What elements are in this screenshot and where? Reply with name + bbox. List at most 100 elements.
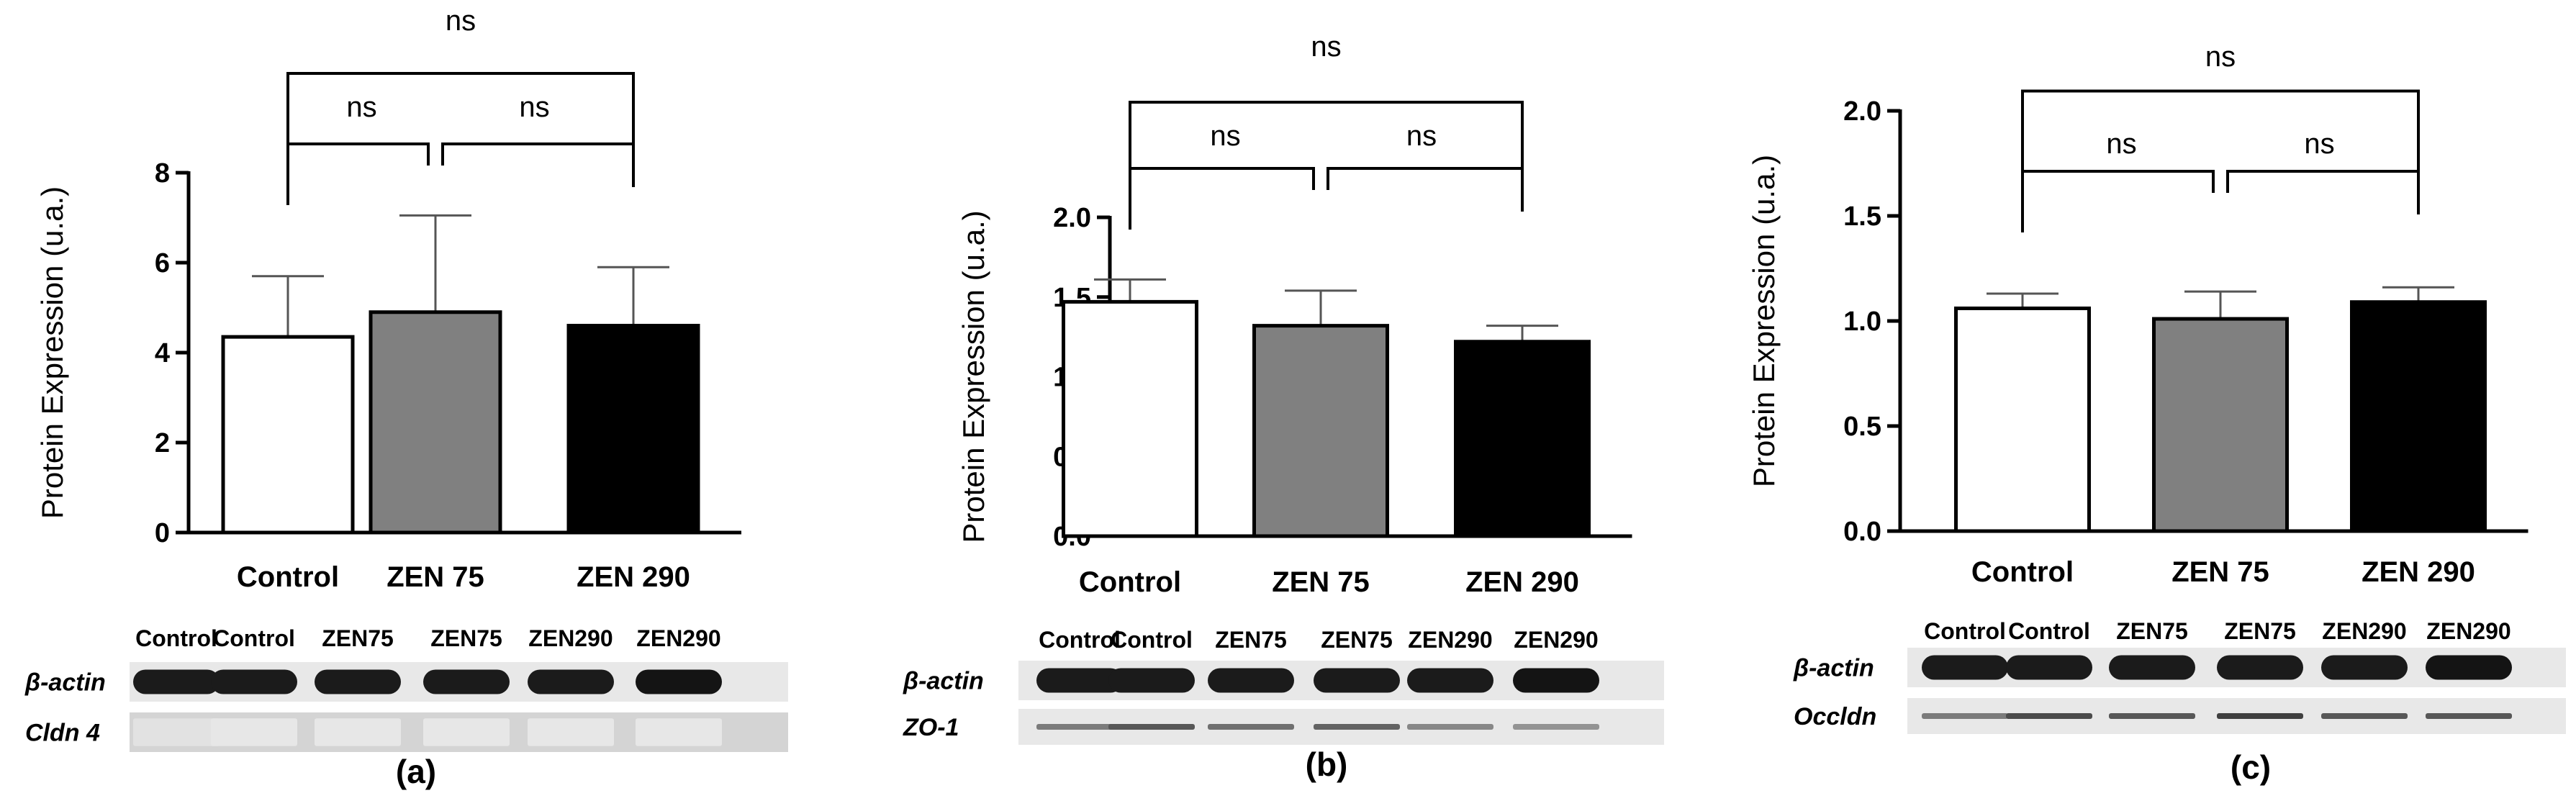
blot-lane-label: ZEN75 — [2224, 618, 2296, 644]
blot-band — [133, 718, 220, 746]
blot-band — [2426, 713, 2512, 719]
blot-band — [2109, 713, 2195, 719]
blot-band — [636, 669, 722, 694]
y-tick-label: 1.5 — [1843, 202, 1881, 232]
significance-label: ns — [1210, 120, 1240, 152]
y-tick-label: 4 — [155, 338, 170, 368]
blot-band — [133, 669, 220, 694]
significance-bracket — [2226, 170, 2420, 214]
blot-band — [423, 669, 510, 694]
bar — [1252, 324, 1389, 538]
blot-lane-label: Control — [135, 625, 217, 651]
significance-label: ns — [346, 91, 376, 123]
y-tick-label: 6 — [155, 248, 170, 279]
blot-band — [2109, 655, 2195, 680]
bar — [2152, 317, 2289, 533]
blot-band — [636, 718, 722, 746]
category-label: ZEN 75 — [387, 561, 484, 593]
blot-lane-label: Control — [2008, 618, 2090, 644]
blot-band — [1036, 668, 1123, 693]
blot-band — [1208, 668, 1294, 693]
significance-bracket — [286, 72, 635, 187]
chart-panel: 0.0 0.5 1.0 1.5 2.0 Protein Expression (u.a.)… — [1747, 41, 2566, 786]
blot-row-label: β-actin — [24, 669, 106, 697]
blot-lane-label: ZEN290 — [1514, 627, 1598, 653]
blot-lane-label: Control — [1924, 618, 2006, 644]
blot-lane-label: ZEN290 — [528, 625, 613, 651]
blot-band — [528, 718, 614, 746]
blot-band — [211, 669, 297, 694]
blot-lane-label: ZEN75 — [1215, 627, 1287, 653]
blot-band — [1407, 668, 1493, 693]
blot-row-label: ZO-1 — [903, 714, 959, 741]
significance-label: ns — [519, 91, 549, 123]
blot-band — [1036, 724, 1123, 730]
bar — [1454, 340, 1591, 538]
blot-row-label: Cldn 4 — [25, 720, 100, 747]
blot-band — [2217, 655, 2303, 680]
y-tick-label: 2.0 — [1053, 203, 1091, 233]
blot-band — [1208, 724, 1294, 730]
y-tick-label: 0 — [155, 518, 170, 548]
blot-band — [1314, 668, 1400, 693]
blot-lane-label: Control — [213, 625, 295, 651]
panel-label: (a) — [396, 753, 436, 790]
blot-band — [1922, 655, 2008, 680]
blot-lane-label: ZEN290 — [2426, 618, 2511, 644]
blot-row-label: β-actin — [1793, 655, 1874, 682]
blot-band — [2321, 713, 2408, 719]
significance-bracket — [1327, 167, 1524, 212]
significance-bracket — [1129, 101, 1524, 212]
blot-lane-label: ZEN75 — [430, 625, 502, 651]
panel-label: (c) — [2231, 748, 2271, 786]
blot-lane-label: Control — [1039, 627, 1121, 653]
chart-panel: 0 2 4 6 8 Protein Expression (u.a.) Control ZEN… — [24, 5, 788, 790]
blot-band — [528, 669, 614, 694]
y-tick-label: 8 — [155, 158, 170, 189]
y-tick-label: 1.0 — [1843, 307, 1881, 337]
bar — [1954, 306, 2091, 533]
bar — [221, 335, 355, 535]
blot-lane-label: Control — [1111, 627, 1193, 653]
significance-label: ns — [2205, 41, 2236, 73]
category-label: Control — [1079, 566, 1181, 598]
y-tick-label: 0.0 — [1843, 517, 1881, 547]
blot-band — [2217, 713, 2303, 719]
category-label: Control — [237, 561, 339, 593]
blot-band — [1108, 724, 1195, 730]
blot-lane-label: ZEN290 — [1408, 627, 1492, 653]
blot-band — [211, 718, 297, 746]
blot-band — [315, 718, 401, 746]
significance-label: ns — [2304, 128, 2334, 160]
y-tick-label: 0.5 — [1843, 412, 1881, 442]
category-label: ZEN 75 — [2171, 556, 2269, 588]
significance-bracket — [2021, 170, 2215, 232]
blot-band — [1407, 724, 1493, 730]
blot-band — [1513, 724, 1599, 730]
significance-bracket — [2021, 89, 2420, 214]
blot-band — [1513, 668, 1599, 693]
blot-band — [1314, 724, 1400, 730]
blot-lane-label: ZEN290 — [2322, 618, 2406, 644]
bar — [369, 310, 502, 535]
blot-lane-label: ZEN75 — [322, 625, 394, 651]
blot-band — [1922, 713, 2008, 719]
significance-bracket — [286, 142, 430, 205]
blot-lane-label: ZEN290 — [636, 625, 720, 651]
significance-label: ns — [446, 5, 476, 37]
blot-band — [2321, 655, 2408, 680]
category-label: Control — [1971, 556, 2074, 588]
y-axis-label: Protein Expression (u.a.) — [35, 186, 69, 519]
significance-bracket — [1129, 167, 1315, 230]
y-tick-label: 2.0 — [1843, 96, 1881, 127]
blot-lane-label: ZEN75 — [2116, 618, 2188, 644]
category-label: ZEN 290 — [1465, 566, 1579, 598]
significance-bracket — [441, 142, 635, 187]
bar — [1062, 299, 1198, 538]
bar — [2350, 300, 2487, 533]
significance-label: ns — [1406, 120, 1437, 152]
y-axis-label: Protein Expression (u.a.) — [1747, 155, 1781, 487]
blot-lane-label: ZEN75 — [1321, 627, 1393, 653]
